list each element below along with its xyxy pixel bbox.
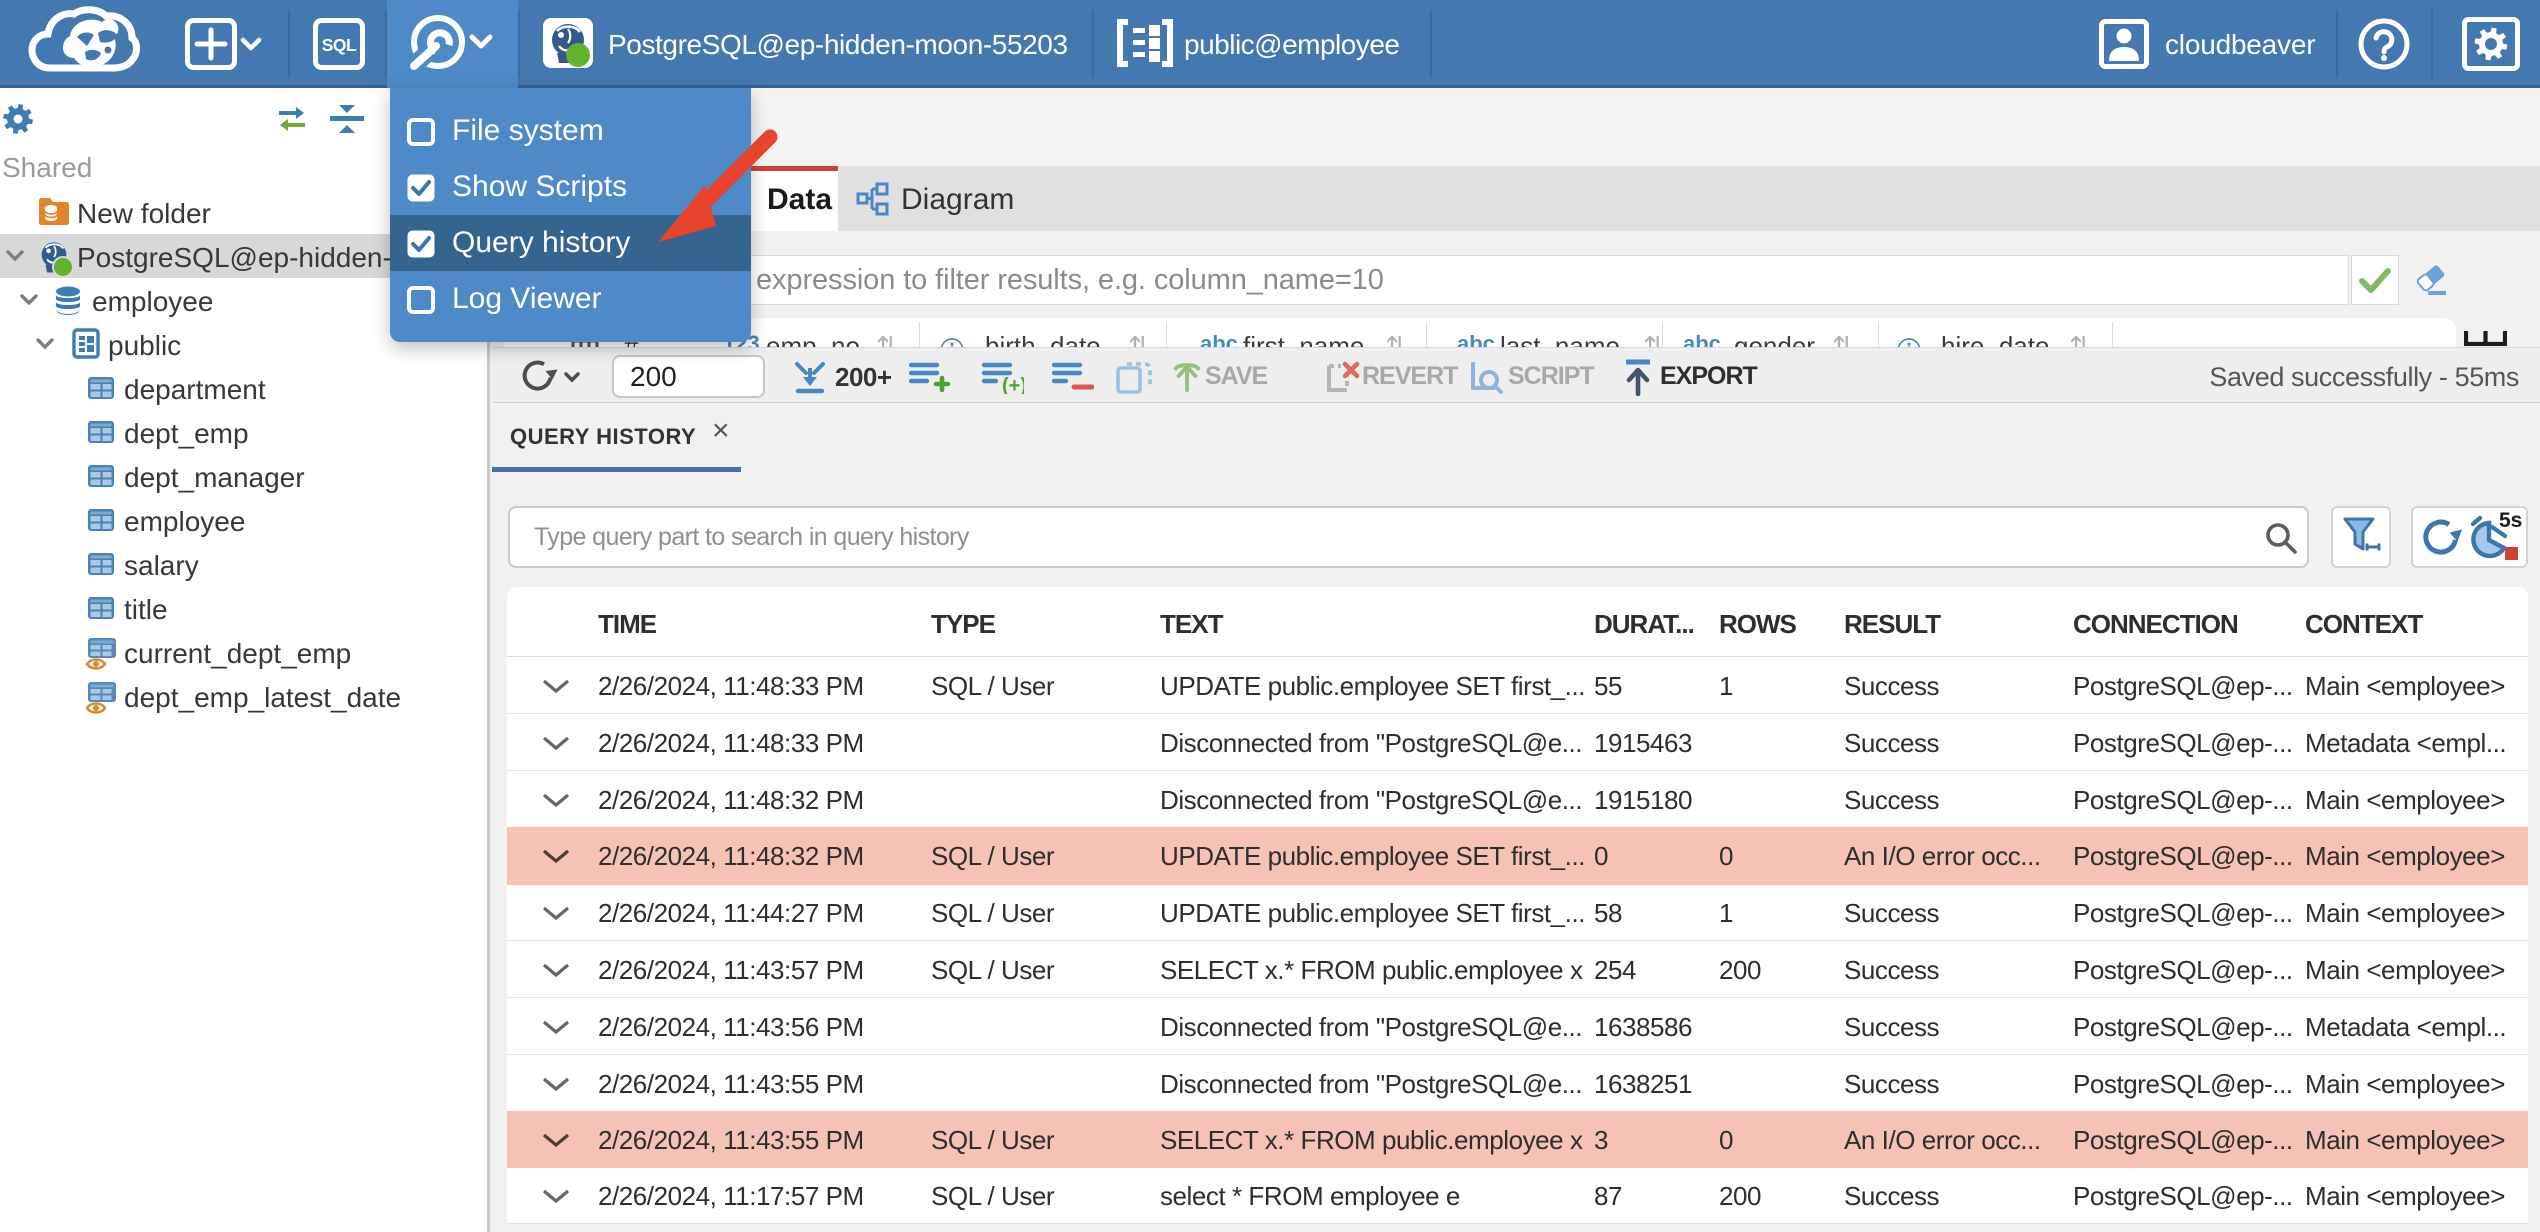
- svg-text:5s: 5s: [2499, 512, 2522, 532]
- svg-text:SQL: SQL: [322, 35, 357, 55]
- svg-text:(+): (+): [1002, 375, 1024, 394]
